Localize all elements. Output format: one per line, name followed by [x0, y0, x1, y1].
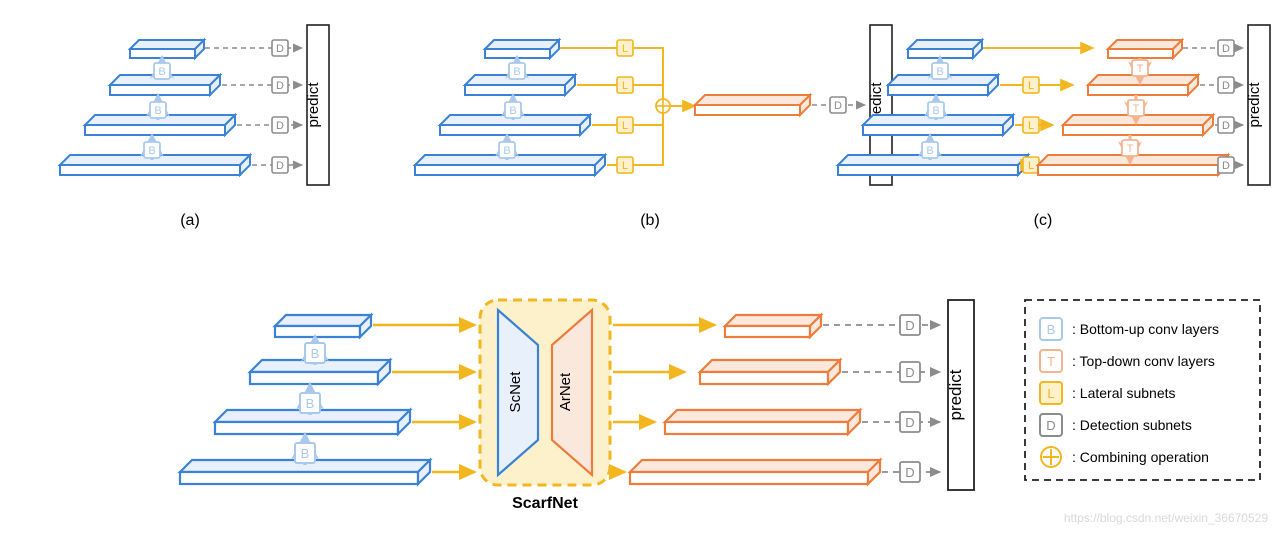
svg-text:L: L	[622, 160, 628, 172]
svg-text:T: T	[1133, 103, 1140, 115]
svg-text:D: D	[905, 365, 914, 380]
svg-text:B: B	[311, 346, 320, 361]
legend-combine: : Combining operation	[1072, 449, 1209, 465]
svg-text:D: D	[905, 318, 914, 333]
legend: B : Bottom-up conv layers T : Top-down c…	[1025, 300, 1260, 480]
svg-text:D: D	[1222, 43, 1230, 55]
legend-lateral: : Lateral subnets	[1072, 385, 1176, 401]
predict-label: predict	[305, 82, 322, 128]
svg-text:L: L	[1047, 386, 1054, 401]
svg-text:B: B	[306, 396, 315, 411]
svg-text:L: L	[1028, 160, 1034, 172]
caption-a: (a)	[180, 212, 200, 229]
B-icon: B	[154, 105, 161, 117]
svg-text:B: B	[1047, 322, 1056, 337]
svg-text:T: T	[1047, 354, 1055, 369]
caption-b: (b)	[640, 212, 660, 229]
legend-detection: : Detection subnets	[1072, 417, 1192, 433]
svg-text:D: D	[1222, 80, 1230, 92]
D-icon: D	[276, 80, 284, 92]
scnet-label: ScNet	[507, 371, 524, 413]
svg-text:L: L	[1028, 80, 1034, 92]
svg-text:D: D	[905, 415, 914, 430]
svg-text:D: D	[834, 100, 842, 112]
svg-text:B: B	[301, 446, 310, 461]
legend-bottom-up: : Bottom-up conv layers	[1072, 321, 1219, 337]
svg-text:T: T	[1127, 143, 1134, 155]
svg-text:L: L	[622, 80, 628, 92]
svg-text:D: D	[1222, 160, 1230, 172]
svg-text:B: B	[932, 105, 939, 117]
svg-text:predict: predict	[1246, 82, 1263, 128]
panel-c: B B B L L L T T T D D D D predict	[838, 25, 1270, 229]
svg-text:L: L	[622, 120, 628, 132]
B-icon: B	[158, 66, 165, 78]
svg-text:L: L	[1028, 120, 1034, 132]
D-icon: D	[276, 120, 284, 132]
watermark: https://blog.csdn.net/weixin_36670529	[1064, 511, 1268, 525]
svg-text:D: D	[1222, 120, 1230, 132]
panel-scarfnet: B B B ScNet ArNet ScarfNet	[180, 300, 974, 512]
B-icon: B	[148, 145, 155, 157]
svg-text:predict: predict	[946, 369, 965, 420]
svg-text:D: D	[1046, 418, 1055, 433]
caption-c: (c)	[1034, 212, 1053, 229]
arnet-label: ArNet	[557, 372, 574, 411]
svg-text:L: L	[622, 43, 628, 55]
svg-text:B: B	[926, 145, 933, 157]
figure: B B B D D D D predict (a) B B B	[0, 0, 1277, 533]
svg-text:B: B	[509, 105, 516, 117]
svg-text:D: D	[905, 465, 914, 480]
D-icon: D	[276, 160, 284, 172]
blue-pyramid: B B B	[60, 40, 250, 175]
svg-text:B: B	[503, 145, 510, 157]
legend-top-down: : Top-down conv layers	[1072, 353, 1215, 369]
scarfnet-label: ScarfNet	[512, 495, 578, 512]
D-icon: D	[276, 43, 284, 55]
svg-text:B: B	[936, 66, 943, 78]
panel-b: B B B LL LL D predict (b)	[415, 25, 892, 229]
panel-a: B B B D D D D predict (a)	[60, 25, 329, 229]
svg-text:B: B	[513, 66, 520, 78]
svg-text:T: T	[1137, 63, 1144, 75]
